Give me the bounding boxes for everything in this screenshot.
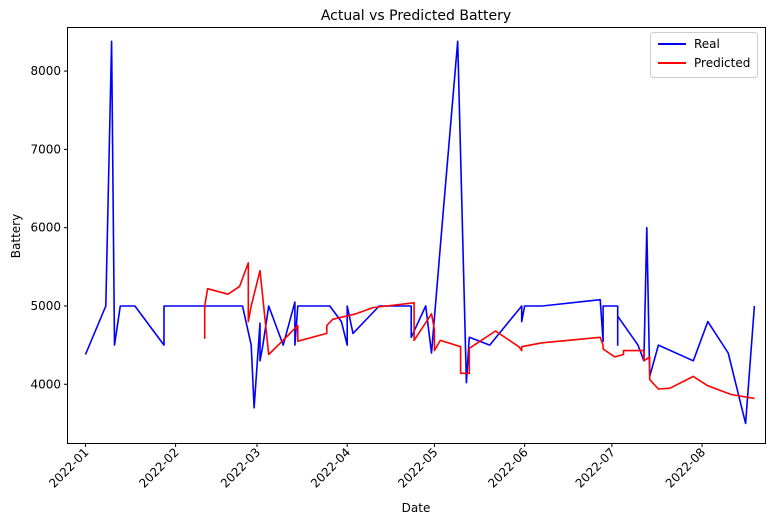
legend-label-real: Real (694, 37, 720, 51)
y-tick-label: 8000 (30, 64, 61, 78)
series-line-predicted (203, 262, 755, 400)
y-tick-label: 6000 (30, 221, 61, 235)
y-tick-label: 7000 (30, 142, 61, 156)
plot-area-frame (67, 27, 766, 444)
x-tick-label: 2022-05 (395, 445, 440, 490)
chart-title: Actual vs Predicted Battery (321, 8, 511, 24)
x-tick-label: 2022-08 (663, 445, 708, 490)
x-tick-label: 2022-02 (136, 445, 181, 490)
y-tick-label: 5000 (30, 299, 61, 313)
plot-lines (84, 40, 756, 425)
x-tick-label: 2022-07 (573, 445, 618, 490)
legend-label-predicted: Predicted (694, 56, 750, 70)
y-tick-label: 4000 (30, 377, 61, 391)
x-tick-label: 2022-04 (308, 445, 353, 490)
x-axis: 2022-01 2022-02 2022-03 2022-04 2022-05 2022-… (46, 443, 708, 491)
x-tick-label: 2022-01 (46, 445, 91, 490)
x-tick-label: 2022-03 (218, 445, 263, 490)
x-axis-label: Date (402, 501, 431, 515)
y-axis-label: Battery (9, 214, 23, 258)
series-line-real (84, 40, 756, 425)
y-axis: 4000 5000 6000 7000 8000 (30, 64, 68, 391)
x-tick-label: 2022-06 (485, 445, 530, 490)
legend: Real Predicted (650, 32, 758, 78)
